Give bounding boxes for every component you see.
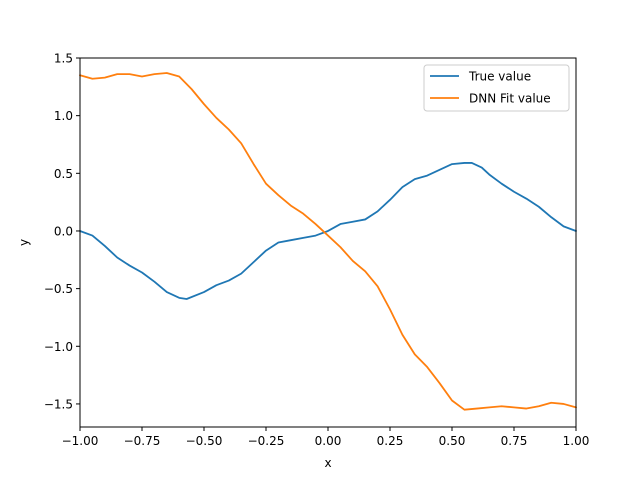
series-line-dnn-fit-value — [79, 72, 577, 411]
x-tick-label: −0.25 — [248, 434, 285, 448]
x-tick-label: 0.75 — [501, 434, 528, 448]
x-tick-label: 0.25 — [377, 434, 404, 448]
y-tick-label: −1.5 — [44, 397, 73, 411]
series-line-true-value — [79, 162, 577, 300]
x-axis-label: x — [324, 456, 331, 470]
x-axis-ticks: −1.00 −0.75 −0.50 −0.25 0.00 0.25 0.50 0.75 1.00 — [62, 427, 590, 448]
x-tick-label: 1.00 — [563, 434, 590, 448]
y-tick-label: 1.5 — [54, 52, 73, 66]
y-tick-label: −1.0 — [44, 340, 73, 354]
x-tick-label: −1.00 — [62, 434, 99, 448]
x-tick-label: 0.50 — [439, 434, 466, 448]
legend: True value DNN Fit value — [423, 64, 570, 112]
series-layer — [79, 72, 577, 411]
y-axis-ticks: −1.5 −1.0 −0.5 0.0 0.5 1.0 1.5 — [44, 52, 80, 411]
y-tick-label: 0.0 — [54, 224, 73, 238]
x-tick-label: −0.50 — [186, 434, 223, 448]
y-axis-label: y — [17, 239, 31, 246]
y-tick-label: 1.0 — [54, 109, 73, 123]
legend-label-true-value: True value — [468, 70, 531, 84]
x-tick-label: −0.75 — [124, 434, 161, 448]
legend-box — [423, 64, 570, 112]
y-tick-label: 0.5 — [54, 167, 73, 181]
x-tick-label: 0.00 — [315, 434, 342, 448]
y-tick-label: −0.5 — [44, 282, 73, 296]
legend-label-dnn-fit-value: DNN Fit value — [469, 92, 551, 106]
